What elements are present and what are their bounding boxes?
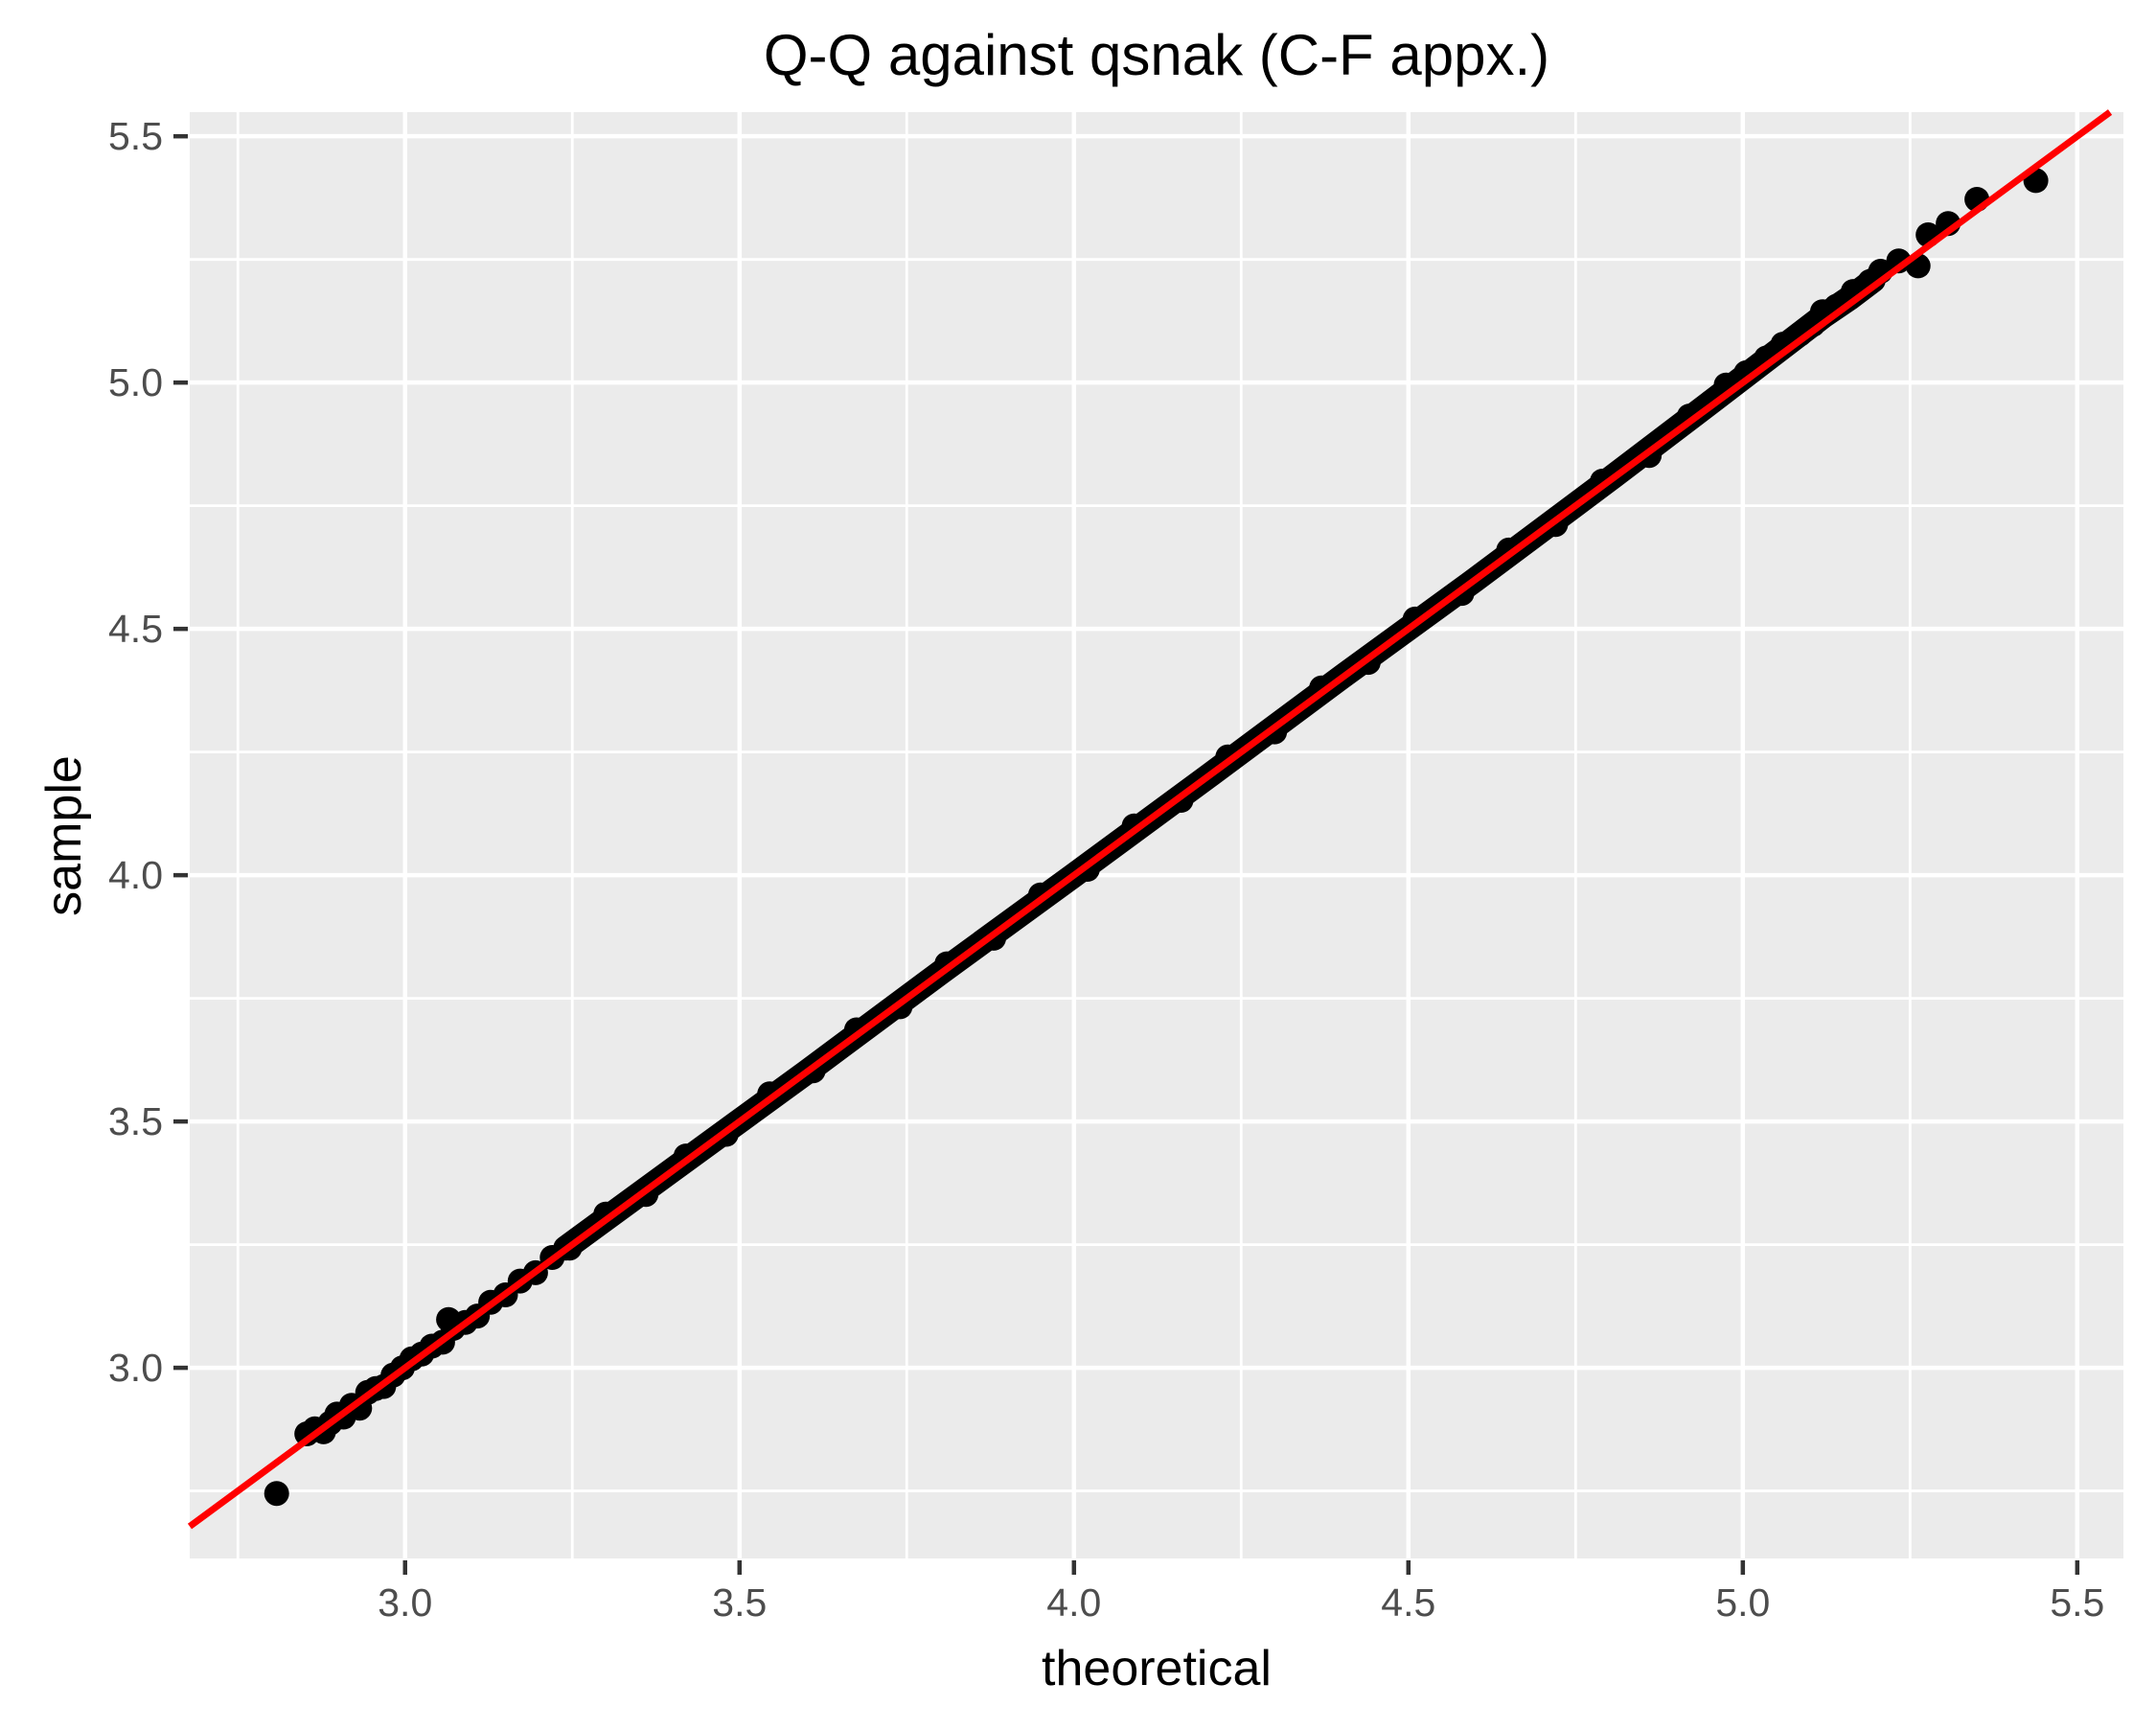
y-tick-label: 4.5 [108, 607, 163, 651]
plot-panel [190, 112, 2123, 1558]
x-tick-label: 4.0 [1046, 1580, 1101, 1625]
x-tick-label: 5.5 [2050, 1580, 2104, 1625]
data-point [1677, 404, 1702, 429]
x-tick-label: 5.0 [1715, 1580, 1770, 1625]
qq-reference-line [187, 109, 2113, 1530]
y-tick-label: 5.5 [108, 114, 163, 158]
x-axis-title: theoretical [1042, 1641, 1272, 1696]
data-point [593, 1201, 619, 1227]
axes: 3.0 3.5 4.0 4.5 5.0 5.5 3.0 3.5 4.0 4.5 5.0 5.5 [108, 114, 2104, 1625]
x-tick-label: 4.5 [1381, 1580, 1435, 1625]
minor-gridlines [190, 112, 2123, 1558]
data-point [264, 1481, 289, 1507]
y-tick-label: 3.5 [108, 1099, 163, 1143]
plot-title: Q-Q against qsnak (C-F appx.) [764, 23, 1549, 87]
y-tick-label: 5.0 [108, 360, 163, 404]
x-tick-label: 3.0 [378, 1580, 432, 1625]
y-tick-label: 3.0 [108, 1346, 163, 1390]
y-tick-label: 4.0 [108, 853, 163, 897]
major-gridlines [190, 112, 2123, 1558]
y-axis-title: sample [36, 755, 92, 916]
x-tick-label: 3.5 [712, 1580, 767, 1625]
